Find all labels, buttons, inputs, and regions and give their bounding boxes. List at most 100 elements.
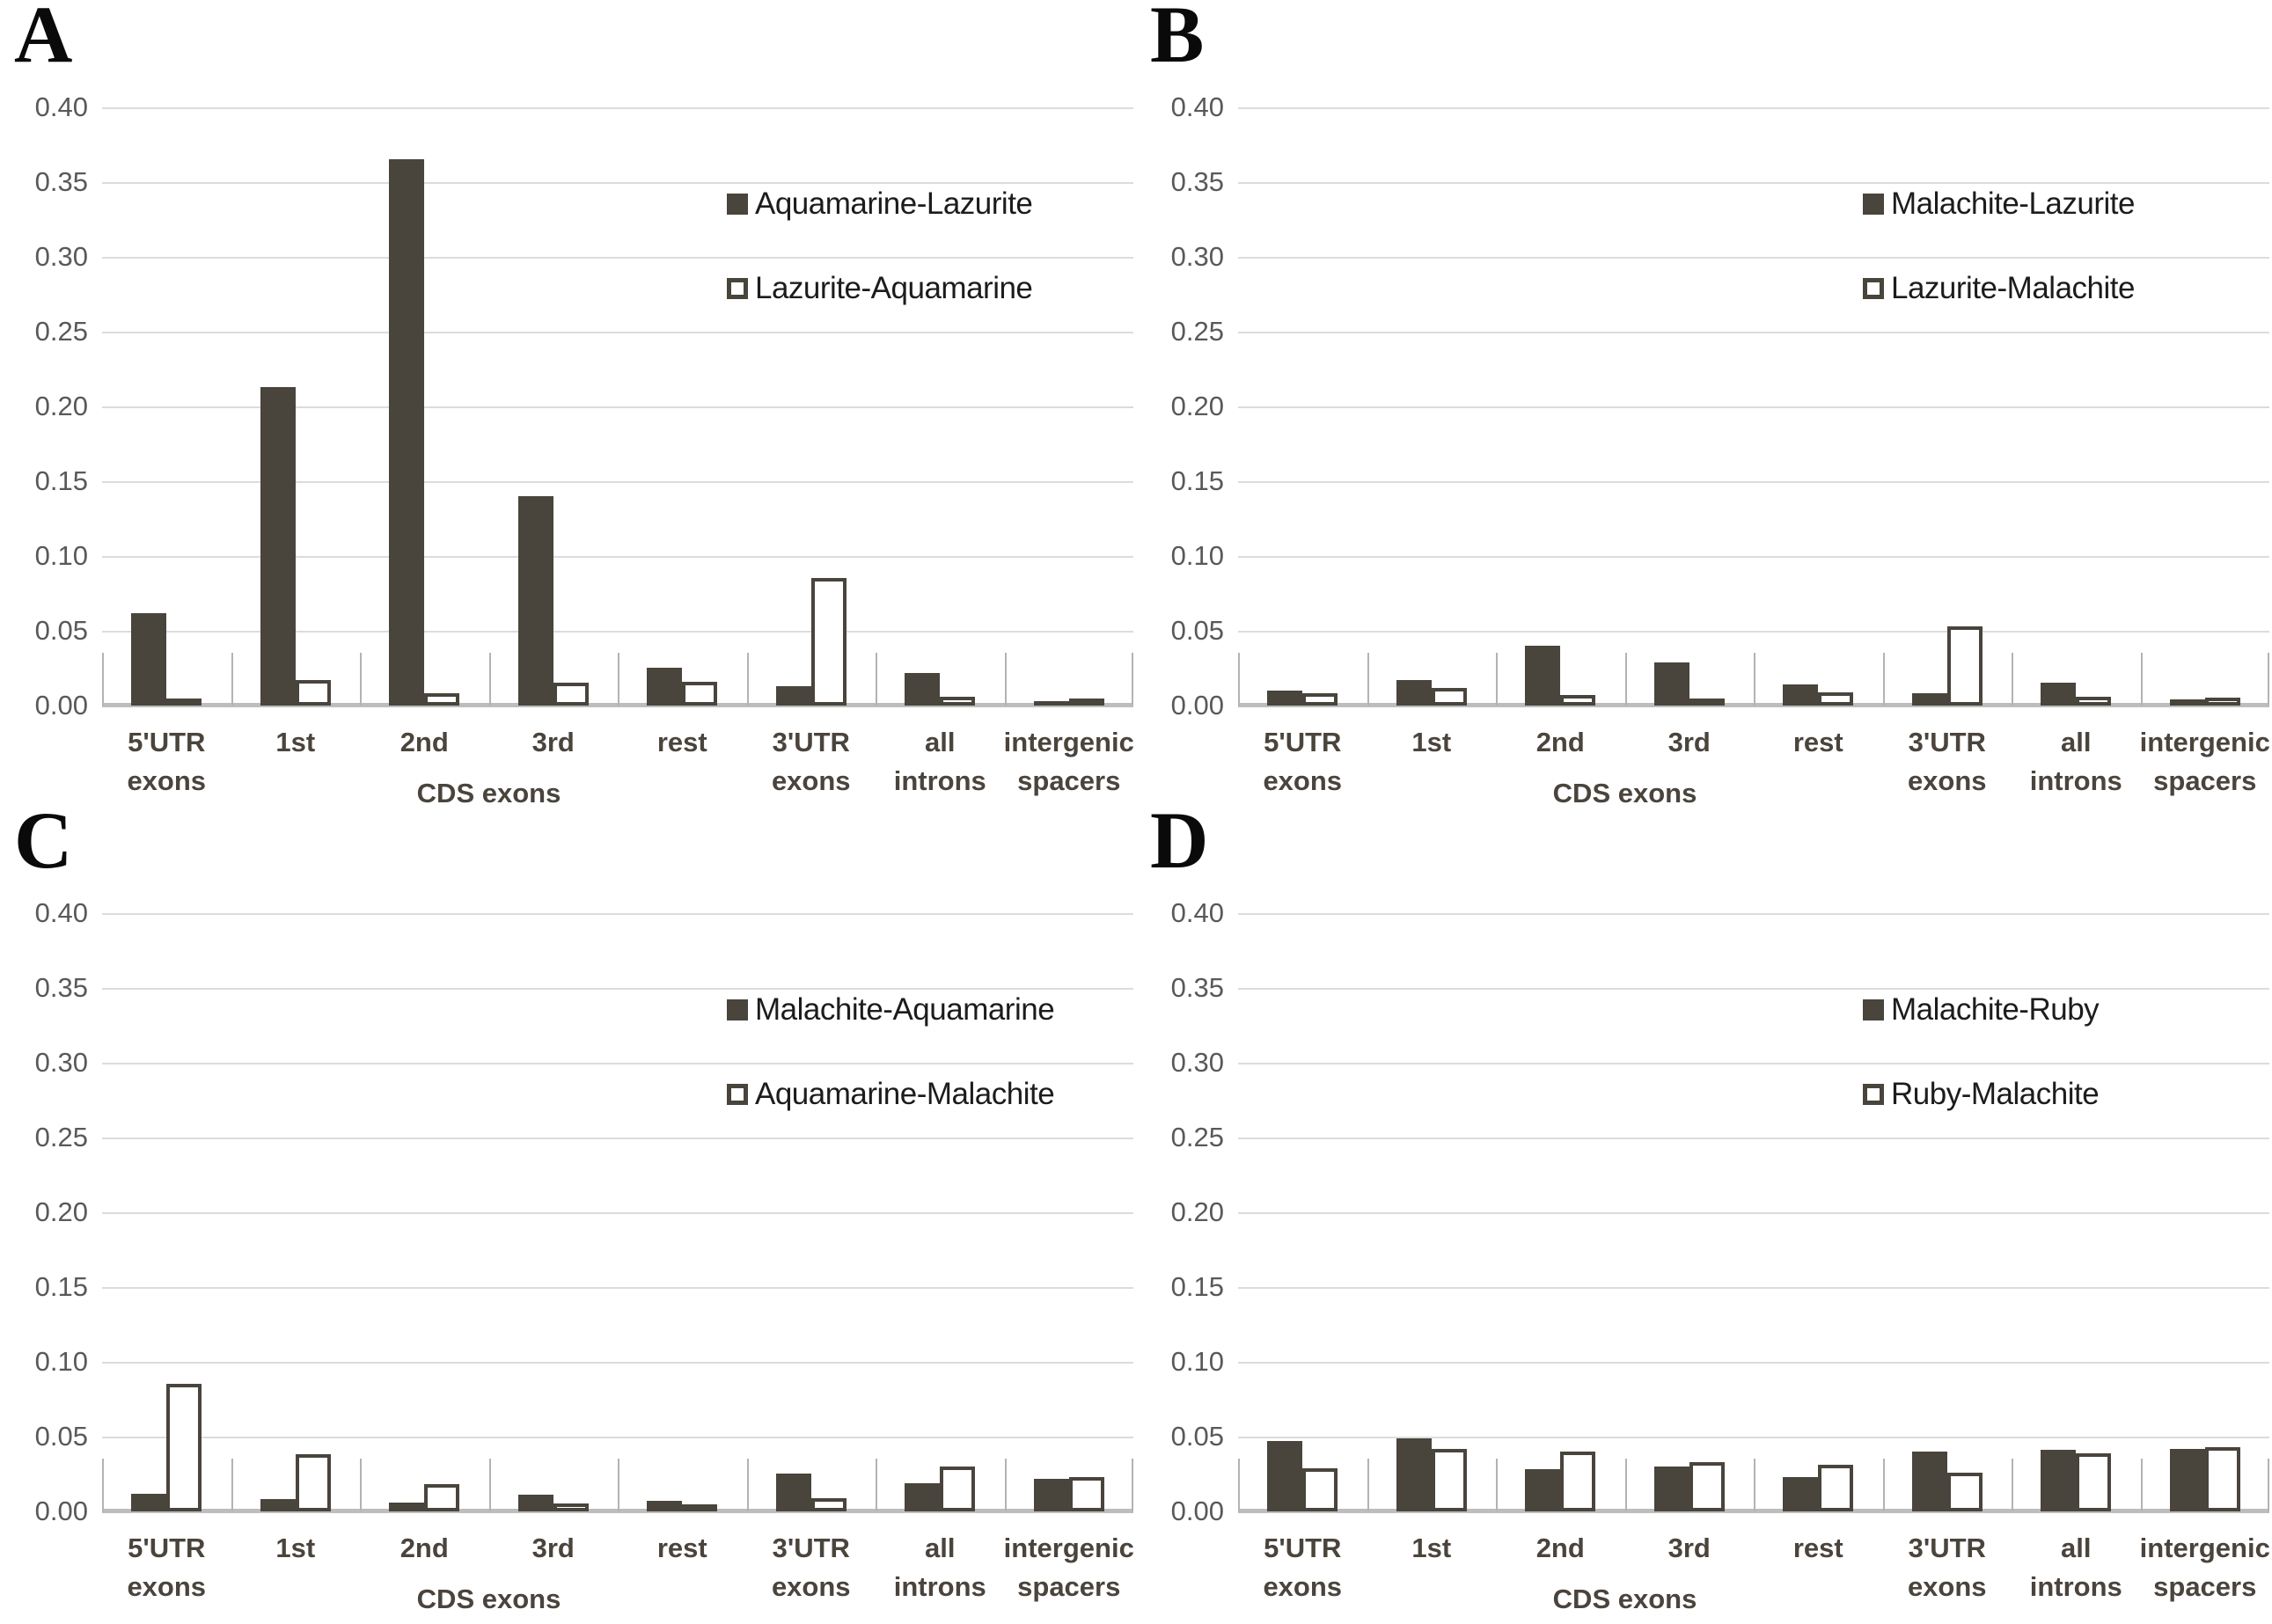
bar-open-7 [2205,698,2240,706]
category-separator-tick [1132,653,1133,706]
y-tick-label: 0.00 [34,1496,88,1526]
bar-open-6 [2076,697,2111,706]
gridline [102,481,1133,483]
legend-item: Lazurite-Aquamarine [727,271,1033,306]
y-tick-label: 0.25 [34,1122,88,1152]
bar-filled-1 [1396,680,1432,706]
x-axis-label-line: 2nd [1535,727,1585,757]
x-axis-label-line: 3rd [531,727,575,757]
category-separator-tick [1367,653,1369,706]
bar-filled-4 [1783,1477,1818,1511]
bar-filled-7 [1034,1479,1069,1511]
category-separator-tick [360,653,362,706]
legend-open-square-icon [1863,278,1884,299]
y-tick-label: 0.35 [34,166,88,197]
gridline [1238,107,2269,109]
y-tick-label: 0.15 [1170,1271,1224,1302]
gridline [1238,481,2269,483]
bar-filled-4 [647,668,682,706]
bar-open-3 [553,1503,589,1511]
bar-filled-6 [2041,1450,2076,1511]
bar-filled-3 [1654,1467,1689,1511]
x-axis-label-line: spacers [1017,765,1121,796]
y-tick-label: 0.20 [1170,391,1224,421]
y-tick-label: 0.20 [34,391,88,421]
legend-filled-square-icon [727,194,748,215]
bar-filled-1 [260,1499,296,1511]
legend-label: Malachite-Aquamarine [755,992,1055,1027]
x-axis-label: intergenic spacers [2140,723,2270,801]
x-axis-label: 2nd [400,1529,449,1568]
bar-open-5 [1947,1473,1983,1511]
gridline [1238,406,2269,408]
legend-item: Aquamarine-Malachite [727,1077,1055,1112]
category-group-label: CDS exons [416,1584,561,1614]
gridline [102,1437,1133,1438]
x-axis-label-line: 5'UTR [128,1533,206,1563]
y-tick-label: 0.25 [34,316,88,347]
bar-filled-4 [1783,684,1818,706]
legend-label: Lazurite-Malachite [1891,271,2135,305]
bar-open-2 [424,693,459,706]
y-tick-label: 0.35 [34,972,88,1003]
legend-open-square-icon [1863,1084,1884,1105]
legend: Malachite-Lazurite Lazurite-Malachite [1863,187,2135,355]
legend-label: Aquamarine-Lazurite [755,187,1033,221]
gridline [102,556,1133,558]
x-axis-label-line: 3rd [1667,727,1711,757]
x-axis-label-line: 2nd [399,727,449,757]
legend-filled-square-icon [727,999,748,1020]
bar-open-1 [296,1454,331,1511]
category-separator-tick [1496,1459,1498,1511]
category-separator-tick [1238,1459,1240,1511]
x-axis-label: all introns [894,723,986,801]
x-axis-label-line: spacers [2153,765,2257,796]
bar-open-2 [424,1484,459,1511]
gridline [102,988,1133,990]
category-separator-tick [1625,653,1627,706]
bar-open-2 [1560,1452,1595,1511]
category-separator-tick [1005,1459,1007,1511]
category-separator-tick [1883,653,1885,706]
bar-open-7 [1069,1477,1104,1511]
x-axis-label: 3'UTR exons [1908,1529,1987,1606]
x-axis-label-line: exons [127,1571,207,1602]
x-axis-label: all introns [2030,723,2122,801]
bar-open-1 [1432,688,1467,706]
y-tick-label: 0.05 [34,1421,88,1452]
x-axis-label-line: exons [1907,765,1987,796]
x-axis-label-line: rest [656,727,707,757]
x-axis-label: rest [657,723,707,762]
category-separator-tick [1625,1459,1627,1511]
category-separator-tick [1367,1459,1369,1511]
x-axis-label-line: 3'UTR [1908,727,1986,757]
x-axis-label-line: 2nd [399,1533,449,1563]
x-axis-label: 1st [275,723,315,762]
category-group-label: CDS exons [1552,778,1697,808]
x-axis-label-line: 3'UTR [1908,1533,1986,1563]
category-separator-tick [1754,1459,1755,1511]
category-separator-tick [489,653,491,706]
x-axis-label-line: intergenic [1003,727,1134,757]
y-tick-label: 0.25 [1170,1122,1224,1152]
gridline [1238,1212,2269,1214]
y-tick-label: 0.10 [34,1346,88,1377]
x-axis-label: 2nd [1536,723,1585,762]
plot-area [1238,107,2269,707]
bar-open-5 [811,578,847,706]
bar-filled-7 [2170,1449,2205,1511]
plot-area [1238,913,2269,1513]
x-axis-label-line: intergenic [2139,1533,2270,1563]
x-axis-label: intergenic spacers [1004,723,1134,801]
category-separator-tick [360,1459,362,1511]
x-axis-label-line: 5'UTR [128,727,206,757]
bar-filled-3 [1654,662,1689,706]
x-axis-label-line: all [2061,727,2092,757]
bar-open-4 [682,1504,717,1511]
category-separator-tick [1005,653,1007,706]
y-tick-label: 0.00 [1170,690,1224,721]
gridline [1238,1138,2269,1139]
x-axis-label: intergenic spacers [1004,1529,1134,1606]
y-tick-label: 0.15 [34,465,88,496]
x-axis-label: 1st [1411,1529,1451,1568]
